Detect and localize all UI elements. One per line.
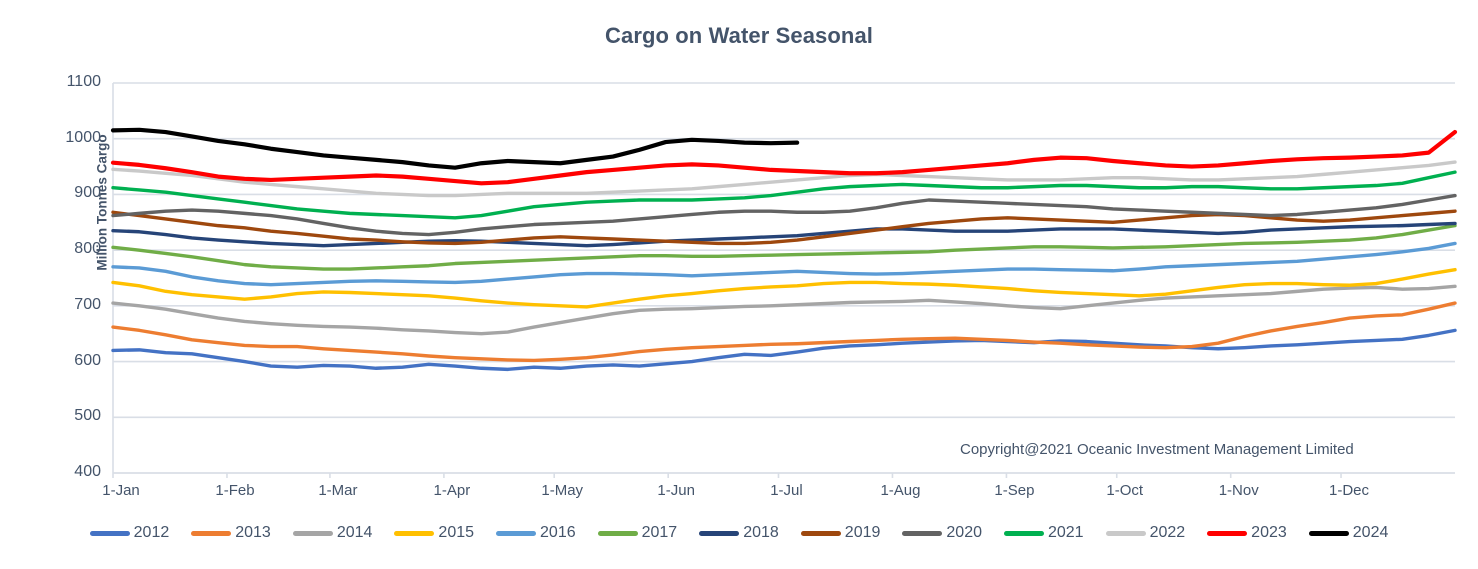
series-line-2020	[111, 193, 1457, 237]
y-tick-label: 1100	[66, 73, 101, 90]
legend-label: 2024	[1352, 524, 1389, 541]
y-tick-label: 400	[74, 463, 101, 480]
x-tick-label: 1-May	[541, 482, 584, 499]
y-tick-label: 1000	[65, 128, 101, 146]
x-tick-label: 1-Aug	[880, 482, 921, 499]
y-tick-label: 800	[74, 240, 101, 258]
copyright-notice: Copyright@2021 Oceanic Investment Manage…	[960, 441, 1354, 458]
x-tick-label: 1-Nov	[1218, 482, 1259, 499]
series-line-2022	[111, 160, 1457, 198]
chart-legend: 2012 2013 2014 2015 2016 2017 2018 2019 2020 2021…	[0, 524, 1478, 542]
y-tick-label: 700	[74, 295, 101, 313]
legend-swatch-icon	[292, 530, 333, 536]
legend-item-2015[interactable]: 2015	[394, 524, 474, 542]
legend-label: 2018	[743, 524, 779, 541]
legend-swatch-icon	[800, 530, 841, 536]
legend-label: 2016	[540, 524, 576, 541]
x-tick-label: 1-Feb	[215, 482, 255, 499]
legend-label: 2014	[336, 524, 373, 541]
legend-label: 2023	[1251, 524, 1287, 541]
series-line-2021	[111, 170, 1457, 220]
legend-swatch-icon	[394, 530, 435, 536]
series-line-2012	[111, 328, 1457, 372]
x-tick-label: 1-Sep	[994, 482, 1035, 499]
legend-label: 2022	[1149, 524, 1186, 541]
legend-swatch-icon	[1105, 530, 1146, 536]
legend-swatch-icon	[89, 530, 130, 536]
series-line-2018	[111, 221, 1457, 248]
series-line-2015	[111, 267, 1457, 309]
legend-label: 2012	[133, 524, 170, 541]
legend-item-2017[interactable]: 2017	[597, 524, 678, 542]
legend-swatch-icon	[699, 530, 740, 536]
x-tick-label: 1-Apr	[433, 482, 471, 499]
series-line-2023	[110, 129, 1458, 186]
legend-label: 2020	[946, 524, 982, 541]
series-line-2017	[111, 223, 1457, 271]
legend-swatch-icon	[597, 530, 638, 536]
x-tick-label: 1-Jun	[657, 482, 695, 499]
legend-item-2020[interactable]: 2020	[902, 524, 982, 542]
legend-label: 2017	[641, 524, 678, 541]
legend-label: 2013	[235, 524, 271, 541]
legend-item-2014[interactable]: 2014	[292, 524, 373, 542]
series-line-2016	[111, 241, 1457, 287]
legend-label: 2019	[844, 524, 881, 541]
legend-item-2019[interactable]: 2019	[800, 524, 881, 542]
legend-item-2012[interactable]: 2012	[89, 524, 170, 542]
legend-item-2024[interactable]: 2024	[1308, 524, 1389, 542]
series-line-2014	[111, 284, 1457, 336]
legend-swatch-icon	[1003, 530, 1044, 536]
legend-item-2018[interactable]: 2018	[699, 524, 779, 542]
legend-item-2016[interactable]: 2016	[496, 524, 576, 542]
legend-item-2023[interactable]: 2023	[1207, 524, 1287, 542]
x-tick-label: 1-Jul	[770, 482, 803, 499]
legend-swatch-icon	[496, 530, 537, 536]
x-tick-label: 1-Oct	[1106, 482, 1144, 499]
legend-label: 2021	[1047, 524, 1084, 541]
axis-lines	[112, 83, 1455, 478]
chart-title: Cargo on Water Seasonal	[605, 23, 873, 48]
series-group	[110, 127, 1458, 372]
x-tick-label: 1-Mar	[318, 482, 358, 499]
legend-swatch-icon	[1308, 530, 1349, 536]
y-tick-label: 500	[74, 407, 101, 425]
legend-swatch-icon	[1207, 530, 1248, 536]
x-tick-label: 1-Jan	[102, 482, 140, 499]
x-tick-label: 1-Dec	[1329, 482, 1370, 499]
legend-swatch-icon	[902, 530, 943, 536]
legend-item-2021[interactable]: 2021	[1003, 524, 1084, 542]
series-line-2024	[110, 127, 800, 170]
y-tick-label: 900	[74, 184, 101, 202]
legend-item-2013[interactable]: 2013	[191, 524, 271, 542]
legend-swatch-icon	[191, 530, 232, 536]
y-tick-label: 600	[74, 351, 101, 369]
series-line-2013	[111, 301, 1457, 363]
legend-label: 2015	[438, 524, 475, 541]
legend-item-2022[interactable]: 2022	[1105, 524, 1186, 542]
